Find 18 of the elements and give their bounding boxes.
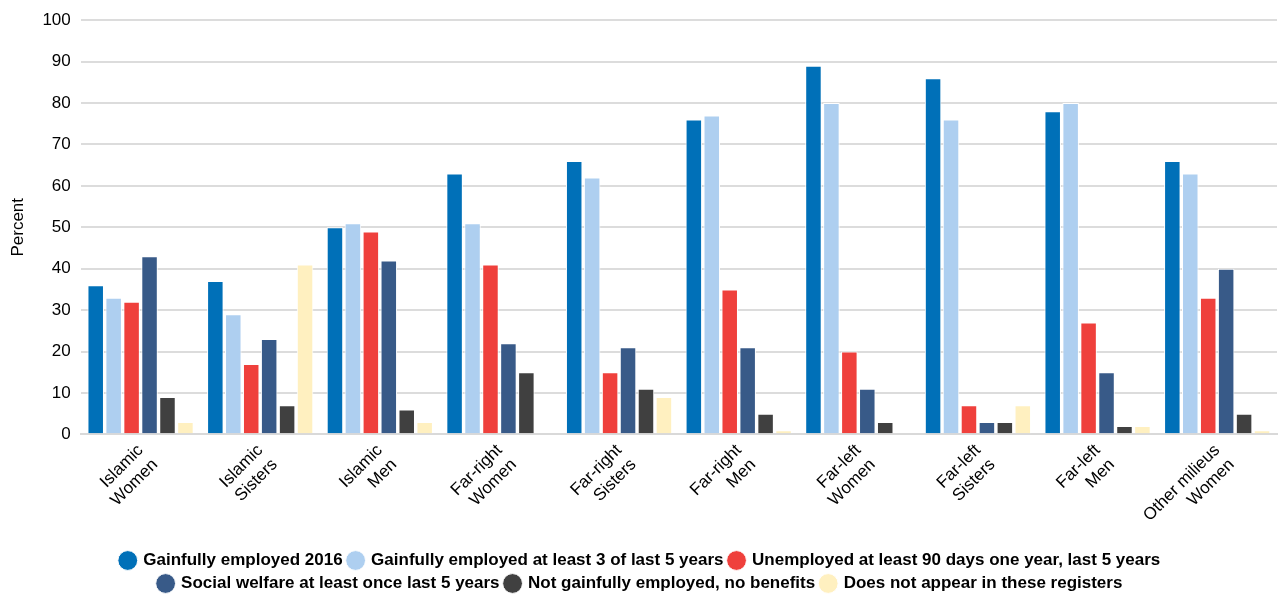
- legend-label: Not gainfully employed, no benefits: [528, 573, 816, 593]
- y-tick-label: 90: [51, 51, 71, 71]
- legend-label: Unemployed at least 90 days one year, last 5 years: [752, 550, 1161, 570]
- y-tick-label: 20: [51, 341, 71, 361]
- y-tick-label: 10: [51, 382, 71, 402]
- y-tick-label: 50: [51, 216, 71, 236]
- legend-label: Gainfully employed at least 3 of last 5 years: [371, 550, 724, 570]
- legend-label: Social welfare at least once last 5 years: [181, 573, 500, 593]
- y-tick-label: 80: [51, 92, 71, 112]
- y-tick-label: 30: [51, 299, 71, 319]
- legend-label: Gainfully employed 2016: [143, 550, 343, 570]
- y-tick-label: 40: [51, 258, 71, 278]
- legend-label: Does not appear in these registers: [843, 573, 1123, 593]
- y-tick-label: 70: [51, 134, 71, 154]
- y-axis-title: Percent: [7, 197, 27, 257]
- y-tick-label: 0: [61, 424, 71, 444]
- y-tick-label: 100: [42, 9, 71, 29]
- y-tick-label: 60: [51, 175, 71, 195]
